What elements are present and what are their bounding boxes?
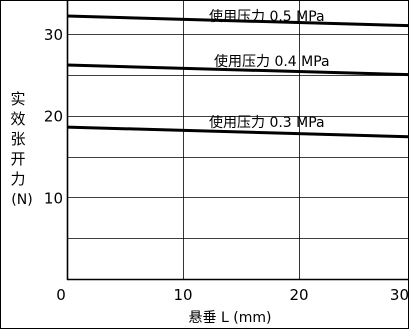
y-axis-label-char-4: 开 — [10, 150, 25, 168]
series-line-3 — [66, 125, 409, 139]
series-label-1: 使用压力 0.5 MPa — [209, 8, 325, 25]
y-tick-label-20: 20 — [44, 108, 63, 126]
series-label-2: 使用压力 0.4 MPa — [214, 53, 330, 70]
series-labels: 使用压力 0.5 MPa 使用压力 0.4 MPa 使用压力 0.3 MPa — [209, 8, 330, 131]
x-tick-label-20: 20 — [289, 286, 308, 304]
plot-axes — [66, 0, 409, 281]
x-tick-label-10: 10 — [173, 286, 192, 304]
y-axis-label-char-1: 实 — [10, 90, 25, 108]
y-axis-label-char-2: 效 — [10, 110, 25, 128]
y-tick-label-10: 10 — [44, 189, 63, 207]
tick-labels: 10 20 30 0 10 20 30 — [44, 26, 409, 304]
series-line-1 — [66, 14, 409, 28]
series-label-3: 使用压力 0.3 MPa — [209, 114, 325, 131]
series-lines — [66, 14, 409, 139]
y-axis-unit: (N) — [11, 192, 32, 208]
y-tick-label-30: 30 — [44, 26, 63, 44]
grid-lines — [67, 0, 409, 279]
y-axis-label-char-5: 力 — [10, 170, 25, 188]
x-tick-label-0: 0 — [56, 286, 66, 304]
y-axis-label-char-3: 张 — [10, 130, 25, 148]
series-line-2 — [66, 63, 409, 77]
y-axis-label: 实 效 张 开 力 (N) — [10, 90, 32, 208]
x-tick-label-30: 30 — [390, 286, 409, 304]
x-axis-label: 悬垂 L (mm) — [189, 310, 272, 326]
